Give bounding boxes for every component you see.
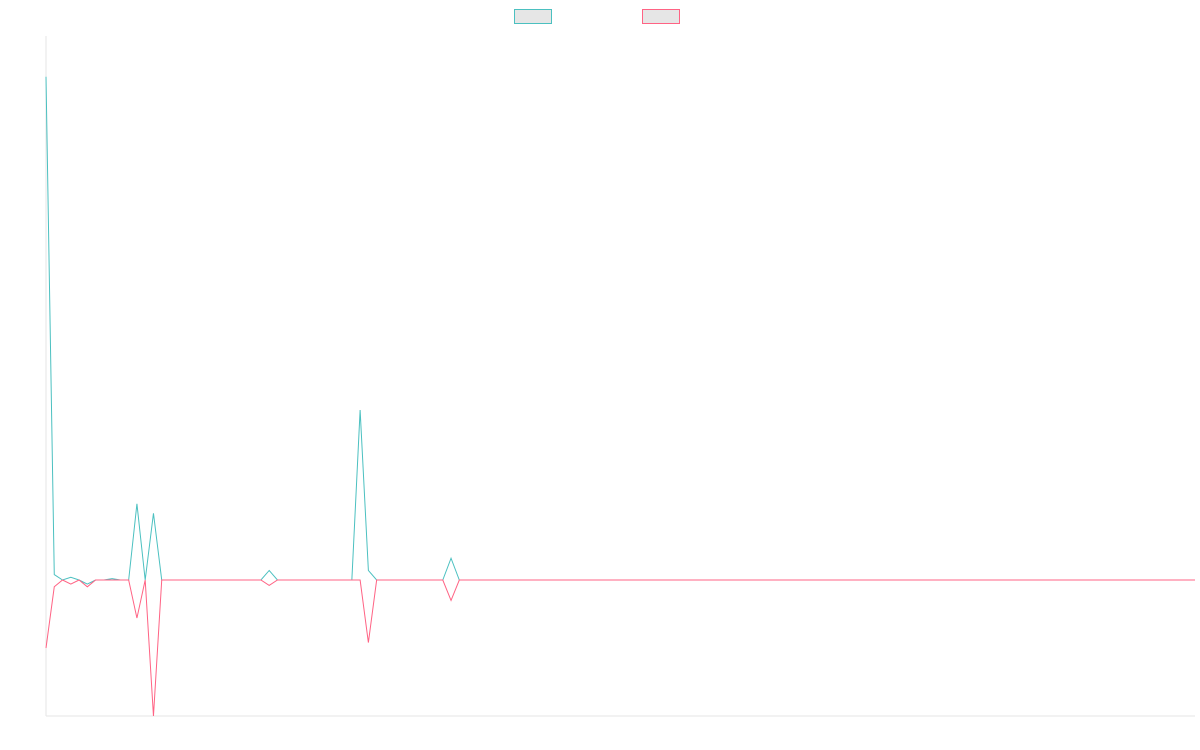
series-layer: [45, 76, 1195, 717]
legend: [0, 9, 1200, 24]
legend-item-series-1[interactable]: [514, 9, 558, 24]
legend-item-series-2[interactable]: [642, 9, 686, 24]
legend-swatch-series-2: [642, 9, 680, 24]
legend-swatch-series-1: [514, 9, 552, 24]
series-line-1: [45, 76, 1195, 585]
series-line-2: [45, 579, 1195, 717]
